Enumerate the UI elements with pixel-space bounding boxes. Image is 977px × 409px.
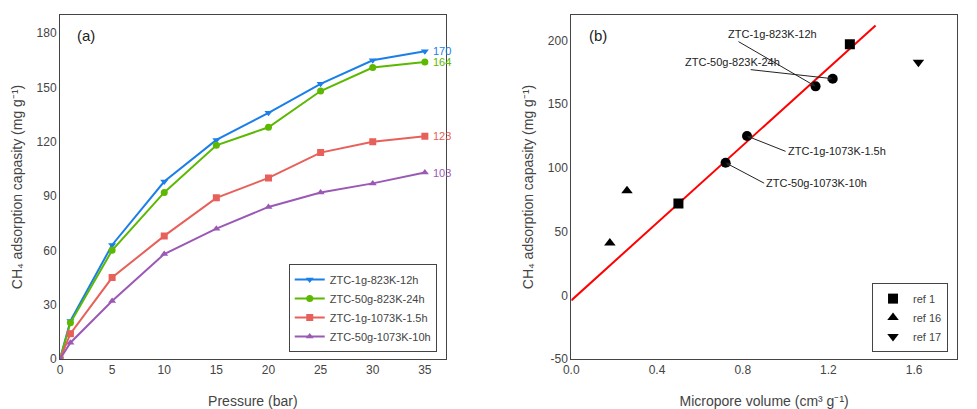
svg-text:ZTC-50g-823K-24h: ZTC-50g-823K-24h (685, 56, 780, 68)
svg-text:90: 90 (43, 189, 57, 203)
svg-text:CH₄ adsorption capasity (mg g⁻: CH₄ adsorption capasity (mg g⁻¹) (520, 85, 536, 289)
svg-text:(a): (a) (77, 27, 95, 44)
svg-text:0: 0 (561, 289, 568, 303)
svg-text:10: 10 (158, 363, 172, 377)
svg-text:ref 16: ref 16 (913, 312, 941, 324)
svg-text:50: 50 (555, 225, 569, 239)
svg-text:25: 25 (314, 363, 328, 377)
svg-text:170: 170 (433, 45, 451, 57)
svg-text:Pressure (bar): Pressure (bar) (208, 393, 297, 409)
svg-text:ZTC-1g-823K-12h: ZTC-1g-823K-12h (330, 274, 419, 286)
svg-text:103: 103 (433, 167, 451, 179)
svg-text:20: 20 (262, 363, 276, 377)
svg-text:35: 35 (418, 363, 432, 377)
svg-text:0.0: 0.0 (563, 363, 580, 377)
svg-text:ref 1: ref 1 (913, 293, 935, 305)
svg-text:15: 15 (210, 363, 224, 377)
svg-text:0.8: 0.8 (734, 363, 751, 377)
svg-text:30: 30 (43, 298, 57, 312)
svg-text:180: 180 (37, 26, 57, 40)
svg-text:-50: -50 (551, 352, 569, 366)
svg-text:1.2: 1.2 (820, 363, 837, 377)
svg-text:(b): (b) (589, 27, 607, 44)
svg-text:150: 150 (548, 97, 568, 111)
svg-text:100: 100 (548, 161, 568, 175)
svg-text:ZTC-1g-1073K-1.5h: ZTC-1g-1073K-1.5h (330, 312, 428, 324)
svg-text:164: 164 (433, 56, 451, 68)
svg-text:ZTC-1g-1073K-1.5h: ZTC-1g-1073K-1.5h (788, 145, 886, 157)
svg-text:ZTC-50g-823K-24h: ZTC-50g-823K-24h (330, 293, 425, 305)
svg-text:0: 0 (57, 363, 64, 377)
svg-text:5: 5 (109, 363, 116, 377)
svg-text:120: 120 (37, 135, 57, 149)
svg-text:150: 150 (37, 81, 57, 95)
svg-text:0: 0 (50, 352, 57, 366)
svg-text:ref 17: ref 17 (913, 331, 941, 343)
svg-text:Micropore volume (cm³ g⁻¹): Micropore volume (cm³ g⁻¹) (680, 393, 849, 409)
svg-text:200: 200 (548, 34, 568, 48)
svg-text:60: 60 (43, 244, 57, 258)
svg-text:ZTC-50g-1073K-10h: ZTC-50g-1073K-10h (330, 331, 431, 343)
svg-text:ZTC-1g-823K-12h: ZTC-1g-823K-12h (728, 28, 817, 40)
svg-text:0.4: 0.4 (649, 363, 666, 377)
svg-text:30: 30 (366, 363, 380, 377)
svg-text:123: 123 (433, 130, 451, 142)
svg-text:ZTC-50g-1073K-10h: ZTC-50g-1073K-10h (766, 177, 867, 189)
svg-text:CH₄ adsorption capasity (mg g⁻: CH₄ adsorption capasity (mg g⁻¹) (9, 85, 25, 289)
svg-text:1.6: 1.6 (906, 363, 923, 377)
